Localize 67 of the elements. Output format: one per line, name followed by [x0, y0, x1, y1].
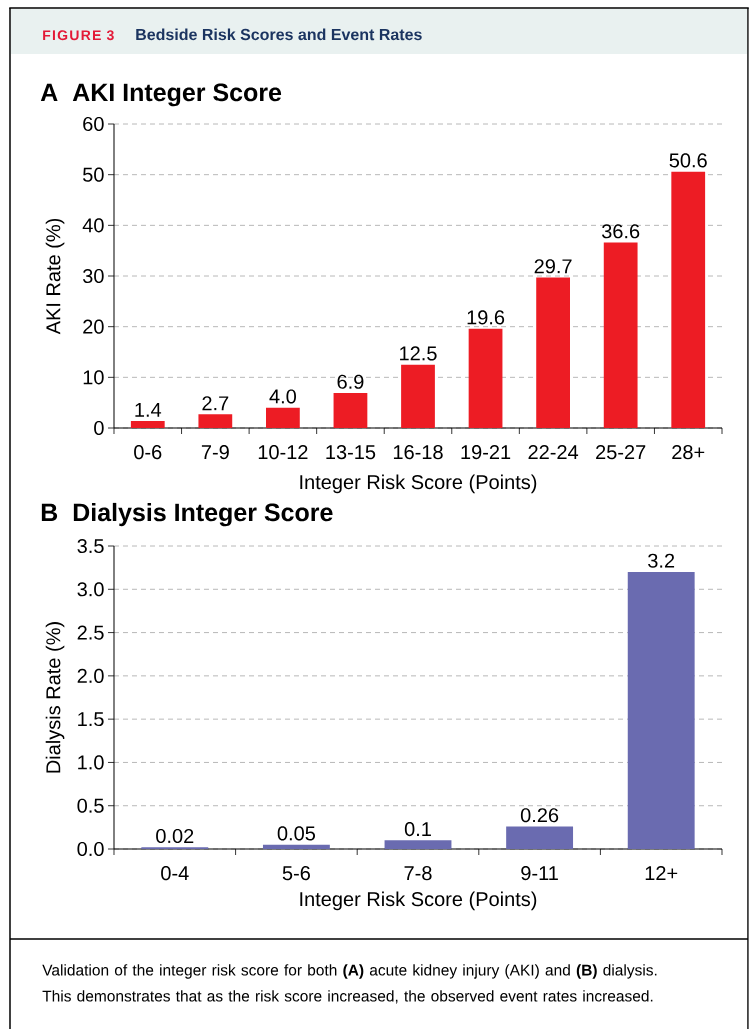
text: Validation of the integer risk score for both (A) acute kidney injury (AKI) and (B) dialysis. This demonstrates that as the risk score increased, the observed event rates increased.: [42, 964, 657, 1004]
chart-title: AKI Integer Score: [72, 83, 282, 107]
bar: [384, 840, 452, 850]
data-label: 2.7: [202, 396, 229, 411]
text: B: [41, 503, 58, 522]
y-tick-label: 0.5: [77, 798, 104, 813]
data-label: 6.9: [337, 374, 364, 389]
data-label: 3.2: [648, 553, 675, 568]
x-tick-label: 10-12: [258, 445, 308, 460]
data-label: 19.6: [467, 310, 505, 325]
y-tick-label: 2.5: [77, 625, 104, 640]
x-tick-label: 9-11: [521, 866, 558, 881]
bar: [266, 407, 300, 429]
bar: [468, 328, 503, 429]
x-tick-label: 7-9: [201, 445, 229, 460]
x-tick-label: 25-27: [596, 445, 646, 460]
x-tick-label: 12+: [645, 866, 678, 881]
x-tick-label: 0-6: [134, 445, 162, 460]
caption: FIGURE 3: [43, 30, 114, 41]
x-axis-title: Integer Risk Score (Points): [300, 891, 537, 911]
bar: [333, 393, 368, 429]
data-label: 1.4: [135, 402, 162, 417]
bar: [506, 826, 574, 850]
y-tick-label: 1.0: [78, 755, 104, 770]
text: Bedside Risk Scores and Event Rates: [136, 28, 422, 41]
data-label: 0.05: [277, 826, 316, 841]
bar: [198, 414, 233, 429]
y-tick-label: 50: [83, 167, 104, 182]
y-tick-label: 2.0: [77, 668, 104, 683]
y-tick-label: 30: [82, 268, 104, 284]
y-tick-label: 60: [83, 116, 104, 132]
chart-title: Dialysis Integer Score: [73, 502, 333, 527]
y-tick-label: 20: [83, 319, 104, 334]
data-label: 0.1: [404, 822, 431, 837]
bar: [627, 571, 695, 850]
data-label: 0.02: [156, 828, 194, 844]
data-label: 12.5: [400, 346, 437, 361]
x-tick-label: 5-6: [282, 866, 310, 881]
y-tick-label: 10: [83, 370, 104, 385]
text: A: [40, 83, 58, 102]
x-tick-label: 16-18: [393, 445, 443, 460]
data-label: 4.0: [269, 389, 296, 404]
bar: [536, 277, 570, 429]
x-tick-label: 13-15: [326, 445, 376, 460]
x-axis-title: Integer Risk Score (Points): [300, 474, 537, 494]
data-label: 29.7: [534, 259, 572, 274]
data-label: 0.26: [520, 808, 559, 823]
data-label: 50.6: [669, 153, 707, 168]
y-tick-label: 1.5: [78, 712, 104, 727]
x-tick-label: 19-21: [461, 445, 511, 460]
bar: [671, 171, 706, 429]
y-tick-label: 40: [82, 218, 104, 233]
x-tick-label: 28+: [672, 445, 705, 460]
bar: [130, 420, 165, 429]
bar: [603, 242, 638, 429]
y-axis-title: Dialysis Rate (%): [45, 622, 65, 773]
x-tick-label: 22-24: [528, 445, 579, 460]
y-axis-title: AKI Rate (%): [45, 218, 65, 335]
bar: [401, 364, 435, 429]
data-label: 36.6: [601, 224, 640, 239]
bar: [262, 844, 330, 850]
y-tick-label: 3.0: [77, 582, 104, 597]
x-tick-label: 0-4: [161, 866, 189, 881]
y-tick-label: 0.0: [77, 841, 104, 857]
y-tick-label: 0: [94, 420, 104, 436]
x-tick-label: 7-8: [404, 866, 432, 881]
y-tick-label: 3.5: [77, 538, 104, 554]
